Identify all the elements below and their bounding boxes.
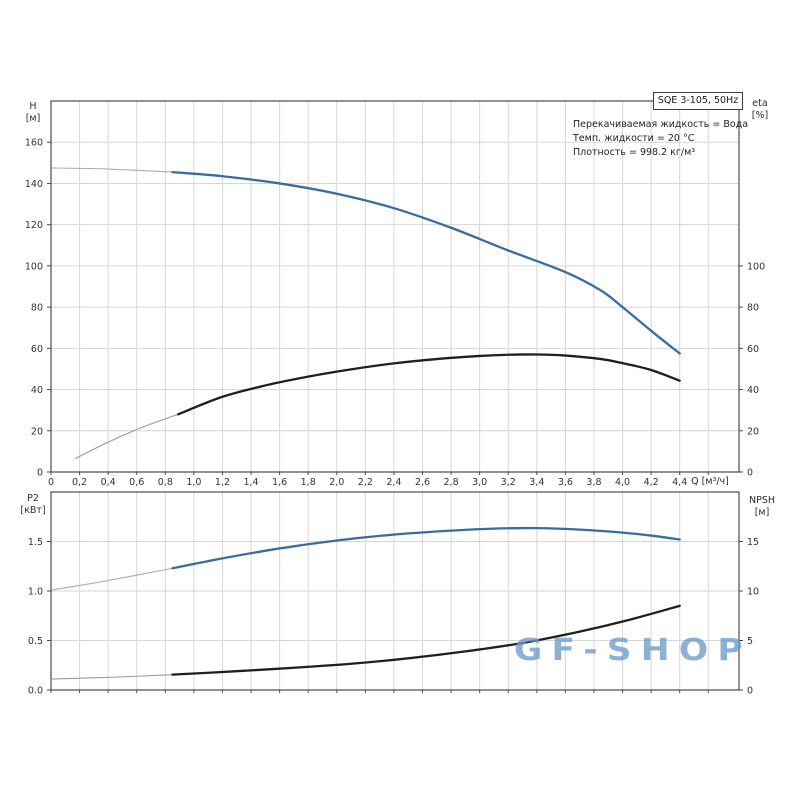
p2-axis-label: P2 [кВт] (14, 493, 52, 517)
eta-curve-thin (75, 413, 179, 460)
npsh-axis-label: NPSH [м] (741, 495, 783, 519)
x-tick-label: 2,2 (358, 477, 373, 488)
y-right-tick-label: 60 (747, 344, 759, 355)
h-curve (171, 170, 681, 355)
y-right-tick-label: 0 (747, 686, 753, 697)
x-tick-label: 0,2 (72, 477, 87, 488)
x-tick-label: 2,6 (415, 477, 430, 488)
top-chart-grid (51, 101, 739, 472)
y-left-tick-label: 0 (37, 468, 43, 479)
y-right-tick-label: 100 (747, 261, 765, 272)
y-left-tick-label: 140 (25, 179, 43, 190)
top-chart: 0 20 40 60 80 100 120 140 160 0 20 40 60 80 100 0 0,2 0,4… (25, 100, 765, 488)
y-left-tick-label: 120 (25, 220, 43, 231)
h-axis-label: H [м] (20, 101, 46, 125)
p2-axis-label-line1: P2 (27, 493, 39, 504)
y-right-tick-label: 80 (747, 303, 759, 314)
x-tick-label: 1,0 (186, 477, 201, 488)
eta-axis-label-line2: [%] (751, 110, 769, 121)
y-left-tick-label: 100 (25, 261, 43, 272)
y-right-tick-label: 20 (747, 426, 759, 437)
x-tick-label: 0,4 (101, 477, 116, 488)
y-left-tick-label: 1.5 (28, 537, 43, 548)
x-tick-label: 0,6 (129, 477, 144, 488)
fluid-info-line: Перекачиваемая жидкость = Вода (573, 119, 749, 130)
pump-model-badge: SQE 3-105, 50Hz (653, 92, 743, 110)
x-tick-label: 3,8 (586, 477, 601, 488)
npsh-curve-thin (50, 674, 173, 680)
x-tick-label: 4,2 (644, 477, 659, 488)
x-tick-label: 2,0 (329, 477, 344, 488)
y-left-tick-label: 20 (31, 426, 43, 437)
x-tick-label: 4,0 (615, 477, 630, 488)
x-tick-label: 2,4 (386, 477, 401, 488)
x-tick-label: 0 (48, 477, 54, 488)
x-tick-label: 2,8 (444, 477, 459, 488)
x-tick-label: 3,4 (529, 477, 544, 488)
y-right-tick-label: 10 (747, 587, 759, 598)
y-right-tick-label: 40 (747, 385, 759, 396)
y-left-tick-label: 0.0 (28, 686, 43, 697)
eta-curve (177, 353, 681, 416)
x-tick-label: 4,4 (672, 477, 687, 488)
y-left-tick-label: 160 (25, 138, 43, 149)
x-tick-label: 0,8 (158, 477, 173, 488)
y-left-tick-label: 60 (31, 344, 43, 355)
top-chart-tick-labels: 0 20 40 60 80 100 120 140 160 0 20 40 60 80 100 0 0,2 0,4… (25, 138, 765, 488)
h-axis-label-line2: [м] (25, 113, 41, 124)
x-tick-label: 1,2 (215, 477, 230, 488)
npsh-curve (171, 604, 681, 676)
y-left-tick-label: 40 (31, 385, 43, 396)
bottom-chart-tick-labels: 0.0 0.5 1.0 1.5 0 5 10 15 (28, 537, 759, 697)
y-left-tick-label: 1.0 (28, 587, 43, 598)
q-axis-unit-label: Q [м³/ч] (691, 476, 729, 487)
x-tick-label: 1,4 (243, 477, 258, 488)
y-right-tick-label: 15 (747, 537, 759, 548)
y-right-tick-label: 0 (747, 468, 753, 479)
y-right-tick-label: 5 (747, 636, 753, 647)
x-tick-label: 3,0 (472, 477, 487, 488)
fluid-info-line: Темп. жидкости = 20 °C (573, 133, 695, 144)
x-tick-label: 1,8 (301, 477, 316, 488)
fluid-info-block: Перекачиваемая жидкость = Вода Темп. жид… (573, 118, 748, 160)
h-curve-thin (50, 167, 173, 173)
bottom-chart-ticks (47, 541, 743, 693)
x-tick-label: 3,6 (558, 477, 573, 488)
x-tick-label: 3,2 (501, 477, 516, 488)
p2-curve-thin (50, 567, 173, 591)
x-tick-label: 1,6 (272, 477, 287, 488)
shop-watermark: GF-SHOP (514, 633, 752, 668)
bottom-chart: 0.0 0.5 1.0 1.5 0 5 10 15 (28, 491, 759, 697)
y-left-tick-label: 80 (31, 303, 43, 314)
p2-curve (171, 526, 681, 570)
fluid-info-line: Плотность = 998.2 кг/м³ (573, 147, 696, 158)
eta-axis-label: eta [%] (744, 98, 776, 122)
y-left-tick-label: 0.5 (28, 636, 43, 647)
top-chart-ticks (47, 141, 743, 475)
npsh-axis-label-line2: [м] (754, 507, 770, 518)
h-axis-label-line1: H (29, 101, 37, 112)
eta-axis-label-line1: eta (752, 98, 768, 109)
npsh-axis-label-line1: NPSH (748, 495, 775, 506)
bottom-chart-grid (51, 492, 739, 690)
p2-axis-label-line2: [кВт] (20, 505, 46, 516)
